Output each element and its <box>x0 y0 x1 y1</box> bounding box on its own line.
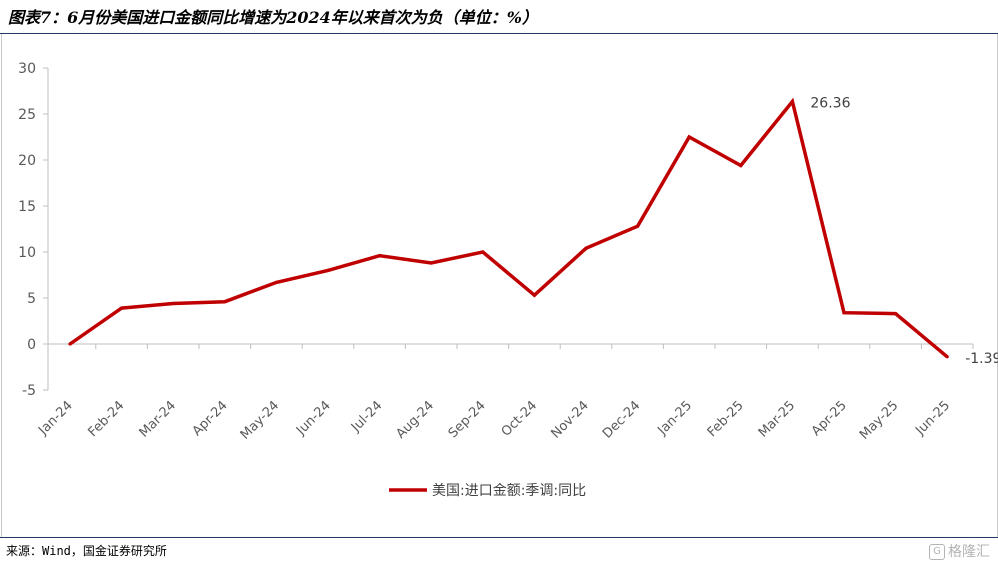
data-label: 26.36 <box>810 95 850 111</box>
data-point <box>481 250 485 254</box>
data-point <box>945 355 949 359</box>
x-tick-label: Oct-24 <box>499 398 541 440</box>
data-point <box>68 342 72 346</box>
x-tick-label: Feb-25 <box>705 398 747 440</box>
bottom-rule <box>0 537 998 538</box>
data-point <box>894 312 898 316</box>
y-tick-label: 0 <box>27 337 36 353</box>
x-tick-label: Mar-25 <box>756 398 798 440</box>
x-tick-label: Feb-24 <box>86 398 128 440</box>
data-label: -1.39 <box>965 351 998 367</box>
x-tick-label: Jun-24 <box>293 398 334 439</box>
data-point <box>842 311 846 315</box>
y-tick-label: -5 <box>22 383 36 399</box>
data-point <box>790 99 795 104</box>
series-line <box>69 97 949 359</box>
data-point <box>532 293 537 297</box>
y-tick-label: 10 <box>18 245 36 261</box>
x-tick-label: Nov-24 <box>549 398 592 441</box>
y-tick-label: 25 <box>18 107 36 123</box>
data-point <box>687 135 691 139</box>
watermark: G 格隆汇 <box>929 541 990 563</box>
x-tick-label: Jan-24 <box>35 398 76 439</box>
chart-legend: 美国:进口金额:季调:同比 <box>389 483 586 499</box>
series-layer <box>68 97 949 359</box>
data-point <box>326 268 330 272</box>
x-tick-label: Apr-24 <box>190 398 231 439</box>
data-point <box>223 300 227 304</box>
legend-label: 美国:进口金额:季调:同比 <box>432 483 586 499</box>
watermark-logo-icon: G <box>929 544 945 560</box>
watermark-text: 格隆汇 <box>948 544 990 560</box>
x-tick-label: Dec-24 <box>600 398 643 441</box>
title-rule <box>0 33 998 34</box>
data-point <box>274 280 278 284</box>
data-point <box>378 254 382 258</box>
x-tick-label: May-24 <box>238 398 282 442</box>
data-point <box>120 306 124 310</box>
x-tick-label: Sep-24 <box>446 398 489 441</box>
data-point <box>429 261 433 265</box>
data-point <box>739 163 743 168</box>
data-point <box>636 224 640 228</box>
source-note: 来源：Wind，国金证券研究所 <box>6 544 167 558</box>
y-tick-label: 5 <box>27 291 36 307</box>
x-tick-label: Mar-24 <box>137 398 179 440</box>
chart-title: 图表7：6月份美国进口金额同比增速为2024年以来首次为负（单位：%） <box>8 8 539 27</box>
y-tick-label: 20 <box>18 153 36 169</box>
x-tick-label: Apr-25 <box>809 398 850 439</box>
data-point <box>584 246 588 250</box>
x-tick-label: Jun-25 <box>912 398 953 439</box>
x-tick-label: Jul-24 <box>348 398 385 435</box>
x-tick-label: May-25 <box>857 398 901 442</box>
y-tick-label: 15 <box>18 199 36 215</box>
x-tick-label: Aug-24 <box>393 398 437 442</box>
data-labels: 26.36 -1.39 <box>810 95 998 366</box>
y-tick-label: 30 <box>18 61 36 77</box>
x-tick-label: Jan-25 <box>655 398 696 439</box>
data-point <box>171 301 175 306</box>
